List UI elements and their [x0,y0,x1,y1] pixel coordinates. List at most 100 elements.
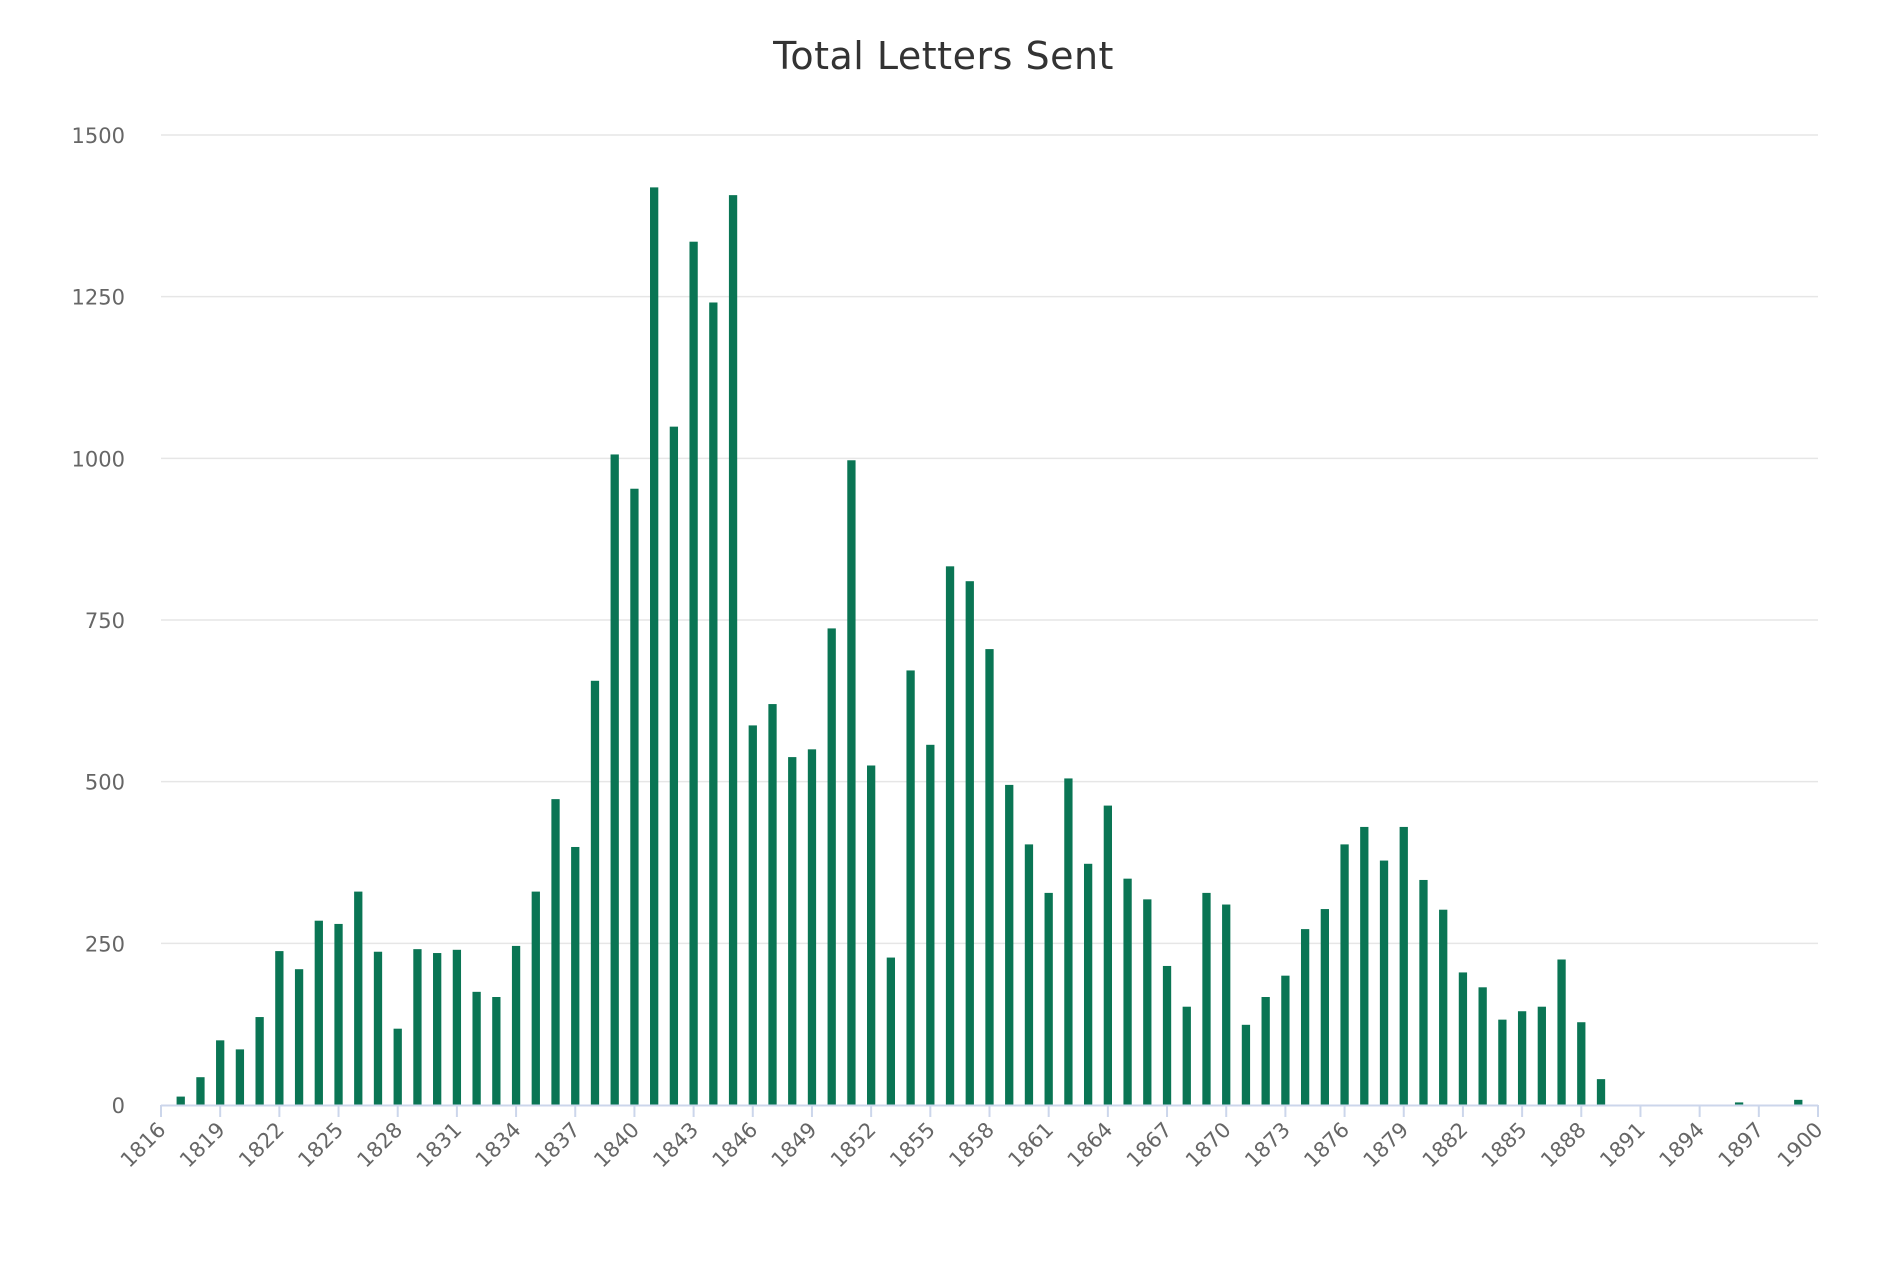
bar[interactable] [926,744,935,1105]
bar[interactable] [511,945,521,1105]
bar[interactable] [334,923,343,1105]
x-tick-label: 1819 [175,1118,230,1173]
bar[interactable] [1123,878,1132,1105]
bar[interactable] [433,953,442,1105]
chart-title: Total Letters Sent [773,34,1114,78]
bar[interactable] [590,680,600,1105]
x-tick-label: 1897 [1714,1118,1769,1173]
bar[interactable] [669,426,679,1105]
bar[interactable] [393,1028,402,1105]
x-tick-label: 1891 [1595,1118,1650,1173]
bar[interactable] [1340,844,1349,1105]
bar[interactable] [1557,959,1566,1106]
bar[interactable] [709,302,718,1105]
bar[interactable] [867,765,876,1106]
bar[interactable] [275,951,284,1105]
bar[interactable] [216,1040,225,1105]
bar[interactable] [571,846,580,1105]
y-axis-labels: 0 250 500 750 1000 1250 1500 [72,124,125,1118]
x-tick-label: 1816 [116,1118,171,1173]
x-tick-label: 1831 [412,1118,467,1173]
bar[interactable] [1379,860,1389,1105]
bar[interactable] [1241,1024,1251,1105]
y-tick-label: 1500 [72,124,125,148]
y-tick-label: 1250 [72,286,125,310]
bar[interactable] [235,1049,245,1105]
bar[interactable] [1024,844,1034,1105]
bar[interactable] [373,951,383,1105]
bar[interactable] [1182,1006,1191,1105]
bar[interactable] [1162,965,1172,1105]
bar[interactable] [1044,892,1053,1105]
bar[interactable] [1064,778,1073,1105]
x-tick-label: 1840 [589,1118,644,1173]
y-tick-label: 500 [85,771,125,795]
bar[interactable] [748,725,757,1105]
y-tick-label: 1000 [72,447,125,471]
bar[interactable] [531,891,540,1105]
bar[interactable] [452,949,462,1105]
bar[interactable] [413,949,422,1105]
bar[interactable] [1103,805,1112,1105]
bar[interactable] [906,670,915,1105]
bar[interactable] [1458,972,1468,1105]
bar[interactable] [1202,892,1211,1105]
y-tick-label: 0 [112,1094,125,1118]
x-tick-label: 1822 [234,1118,289,1173]
y-tick-label: 250 [85,932,125,956]
bar[interactable] [1498,1019,1507,1105]
bar[interactable] [294,969,304,1105]
bar[interactable] [1281,975,1290,1105]
bar[interactable] [314,920,323,1105]
bar[interactable] [176,1096,185,1105]
bar[interactable] [492,997,501,1105]
bar[interactable] [827,628,836,1105]
bar[interactable] [630,488,639,1105]
bar[interactable] [788,757,797,1105]
bar[interactable] [1005,784,1014,1105]
bar[interactable] [650,187,659,1105]
bar[interactable] [1577,1022,1586,1105]
x-tick-label: 1879 [1359,1118,1414,1173]
bar[interactable] [551,799,560,1105]
bar[interactable] [1734,1102,1744,1105]
bar[interactable] [1300,929,1310,1105]
bar[interactable] [1143,899,1152,1105]
bar[interactable] [728,195,738,1105]
bar[interactable] [1517,1011,1527,1105]
bar[interactable] [886,957,896,1105]
x-tick-label: 1858 [944,1118,999,1173]
bar[interactable] [1399,826,1408,1105]
x-tick-label: 1900 [1773,1118,1828,1173]
bar[interactable] [847,460,856,1106]
x-tick-label: 1849 [767,1118,822,1173]
bar[interactable] [689,241,698,1105]
bar[interactable] [1222,904,1231,1105]
bar[interactable] [1439,909,1448,1105]
bar[interactable] [945,566,955,1105]
bar[interactable] [472,991,481,1105]
bar[interactable] [196,1077,205,1105]
y-tick-label: 750 [85,609,125,633]
x-tick-label: 1834 [471,1118,526,1173]
x-tick-label: 1852 [826,1118,881,1173]
bar[interactable] [965,581,974,1105]
bar[interactable] [1537,1006,1546,1105]
x-tick-label: 1843 [648,1118,703,1173]
bar[interactable] [1596,1079,1606,1105]
bar[interactable] [1083,863,1093,1105]
bar[interactable] [1478,987,1487,1105]
bar[interactable] [1360,826,1369,1105]
bar[interactable] [255,1017,264,1105]
bar[interactable] [807,749,817,1105]
x-tick-label: 1888 [1536,1118,1591,1173]
bar[interactable] [985,649,994,1105]
bar[interactable] [1261,997,1270,1105]
bar[interactable] [1320,909,1329,1105]
bar[interactable] [768,704,777,1105]
bar[interactable] [1794,1099,1803,1105]
bar[interactable] [1419,879,1428,1105]
bar[interactable] [610,454,619,1105]
bar[interactable] [354,891,363,1105]
